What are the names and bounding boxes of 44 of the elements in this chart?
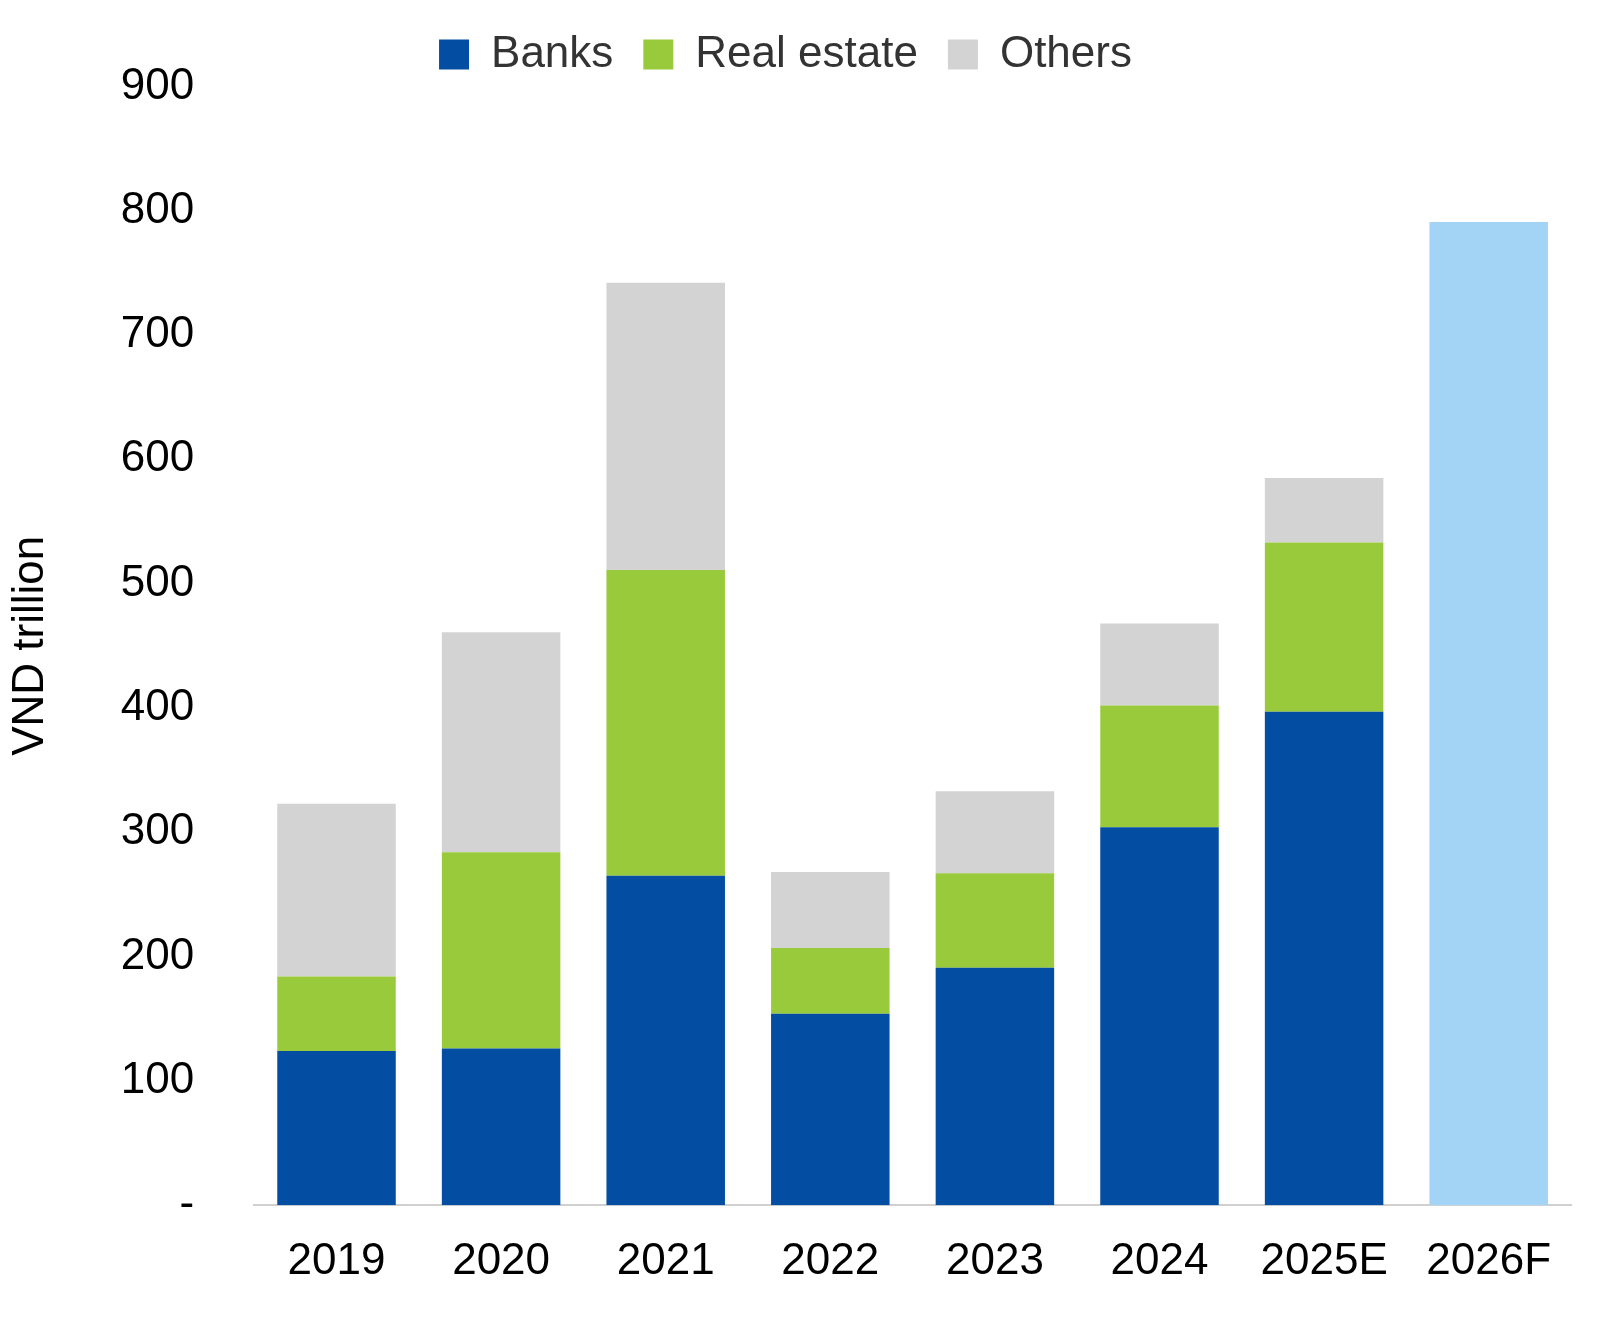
bar [935,967,1055,1206]
y-tick-label: 500 [120,555,195,605]
bar [441,852,561,1049]
bar [277,1051,396,1206]
bar [1100,827,1219,1206]
y-tick-label: 800 [120,182,195,232]
bar [1264,542,1384,712]
bar [935,791,1055,874]
x-tick-label: 2019 [287,1233,386,1283]
bar [606,282,725,570]
bar [1264,711,1384,1206]
bar [441,632,561,853]
y-tick-label: 300 [120,804,195,854]
x-tick-label: 2026F [1426,1233,1552,1283]
bar [441,1048,561,1206]
y-tick-label: 400 [120,680,195,730]
bar [935,873,1055,968]
legend-label: Real estate [695,26,918,76]
x-tick-label: 2022 [781,1233,880,1283]
bar [1429,221,1548,1206]
bar [1264,477,1384,543]
bar [606,875,725,1206]
y-tick-label: - [179,1177,195,1227]
y-tick-label: 100 [120,1053,195,1103]
x-tick-label: 2021 [616,1233,715,1283]
x-tick-label: 2023 [945,1233,1044,1283]
bar [606,569,725,876]
bar [277,803,396,977]
legend-label: Others [999,26,1132,76]
y-tick-label: 900 [120,58,195,108]
bar [1100,705,1219,828]
legend-label: Banks [491,26,614,76]
bar [1100,623,1219,706]
y-tick-label: 600 [120,431,195,481]
y-tick-label: 700 [120,307,195,357]
bar [771,947,890,1014]
bar [277,976,396,1052]
y-axis-title: VND trillion [2,535,52,756]
x-tick-label: 2025E [1260,1233,1388,1283]
x-tick-label: 2020 [452,1233,551,1283]
x-tick-label: 2024 [1110,1233,1209,1283]
bar [771,1013,890,1206]
y-tick-label: 200 [120,928,195,978]
bar [771,872,890,948]
